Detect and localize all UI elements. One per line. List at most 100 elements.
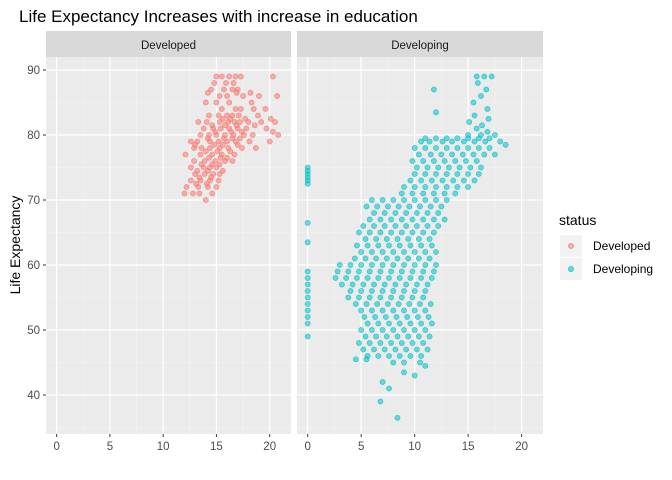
data-point	[401, 197, 407, 203]
data-point	[202, 99, 209, 106]
data-point	[374, 203, 381, 210]
x-axis-developed: 0 5 10 15 20	[53, 434, 276, 453]
data-point	[269, 128, 276, 135]
data-point	[381, 281, 388, 288]
data-point	[304, 320, 311, 327]
data-point	[338, 281, 345, 288]
data-point	[486, 145, 493, 151]
data-point	[454, 184, 461, 190]
data-point	[226, 73, 233, 80]
data-point	[407, 177, 414, 184]
data-point	[417, 301, 423, 307]
data-point	[396, 353, 403, 359]
data-point	[200, 125, 207, 132]
data-point	[426, 333, 433, 340]
data-point	[211, 80, 218, 86]
data-point	[235, 112, 242, 119]
data-point	[358, 262, 365, 268]
chart-title: Life Expectancy Increases with increase …	[19, 7, 418, 26]
data-point	[390, 249, 397, 255]
data-point	[427, 203, 434, 210]
data-point	[263, 125, 270, 132]
data-point	[386, 275, 392, 281]
data-point	[231, 151, 238, 158]
data-point	[398, 340, 405, 346]
data-point	[383, 255, 390, 262]
data-point	[420, 190, 427, 197]
data-point	[415, 236, 422, 242]
data-point	[216, 93, 223, 99]
data-point	[196, 190, 203, 197]
data-point	[379, 307, 386, 314]
data-point	[269, 73, 276, 80]
data-point	[304, 314, 311, 320]
data-point	[267, 115, 274, 122]
data-point	[215, 112, 222, 119]
data-point	[213, 132, 220, 138]
data-point	[181, 190, 188, 197]
data-point	[482, 138, 489, 145]
data-point	[424, 210, 431, 216]
data-point	[488, 73, 495, 80]
data-point	[443, 135, 450, 142]
data-point	[353, 242, 360, 249]
data-point	[460, 138, 467, 145]
data-point	[371, 210, 377, 216]
data-point	[206, 112, 212, 119]
data-point	[232, 73, 239, 80]
data-point	[422, 135, 429, 142]
data-point	[200, 164, 207, 171]
data-point	[274, 93, 281, 99]
data-point	[450, 177, 457, 184]
data-point	[478, 164, 484, 171]
data-point	[232, 106, 239, 112]
data-point	[368, 288, 375, 294]
x-tick-label: 10	[408, 441, 421, 453]
data-point	[363, 203, 370, 210]
data-point	[398, 294, 405, 301]
data-point	[420, 158, 427, 164]
data-point	[347, 262, 354, 268]
x-tick-label: 15	[462, 441, 475, 453]
data-point	[422, 362, 429, 369]
data-point	[187, 164, 194, 171]
data-point	[245, 119, 252, 125]
data-point	[251, 122, 258, 129]
data-point	[390, 307, 397, 314]
data-point	[411, 288, 418, 294]
data-point	[352, 356, 359, 363]
data-point	[430, 229, 437, 236]
data-point	[304, 281, 311, 288]
data-point	[345, 294, 352, 301]
data-point	[366, 294, 373, 301]
data-point	[332, 275, 339, 281]
data-point	[213, 99, 220, 106]
data-point	[452, 158, 459, 164]
data-point	[430, 190, 437, 197]
data-point	[465, 135, 471, 142]
data-point	[386, 242, 392, 249]
y-tick-label: 70	[27, 195, 40, 207]
data-point	[473, 125, 480, 132]
data-point	[375, 353, 382, 359]
data-point	[356, 229, 362, 236]
data-point	[418, 275, 424, 281]
data-point	[396, 242, 403, 249]
data-point	[364, 242, 371, 249]
data-point	[190, 190, 196, 197]
data-point	[215, 177, 222, 184]
data-point	[452, 190, 459, 197]
data-point	[407, 242, 414, 249]
data-point	[475, 145, 482, 151]
data-point	[433, 171, 439, 177]
data-point	[497, 138, 504, 145]
data-point	[304, 288, 311, 294]
data-point	[430, 86, 437, 93]
data-point	[377, 294, 384, 301]
data-point	[363, 301, 370, 307]
data-point	[358, 249, 365, 255]
data-point	[465, 184, 471, 190]
data-point	[234, 141, 241, 148]
data-point	[454, 171, 461, 177]
y-tick-label: 90	[27, 65, 40, 77]
